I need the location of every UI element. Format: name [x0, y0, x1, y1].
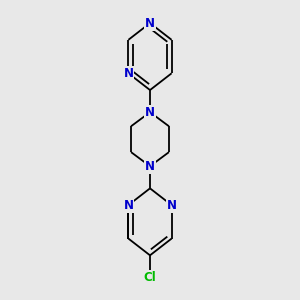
- Text: Cl: Cl: [144, 271, 156, 284]
- Text: N: N: [123, 67, 134, 80]
- Text: N: N: [145, 106, 155, 119]
- Text: N: N: [145, 160, 155, 173]
- Text: N: N: [167, 199, 177, 212]
- Text: N: N: [145, 16, 155, 30]
- Text: N: N: [123, 199, 134, 212]
